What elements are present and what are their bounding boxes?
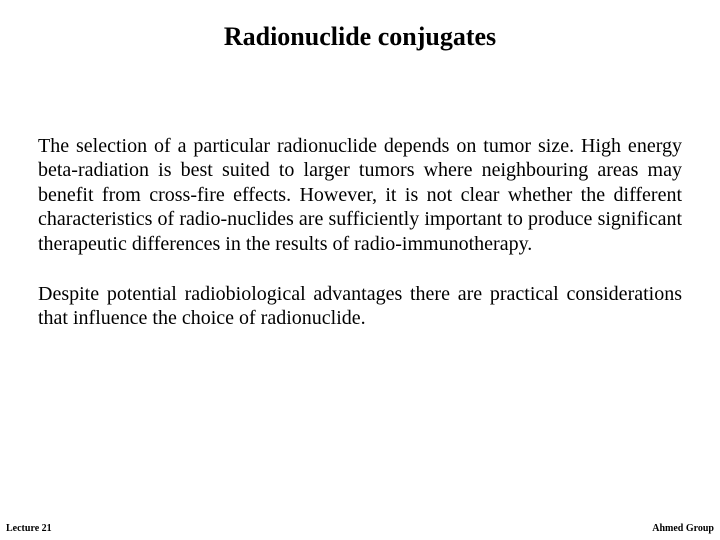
slide-title: Radionuclide conjugates (38, 22, 682, 52)
footer-right: Ahmed Group (652, 523, 714, 534)
slide: Radionuclide conjugates The selection of… (0, 0, 720, 540)
paragraph-2: Despite potential radiobiological advant… (38, 282, 682, 331)
paragraph-1: The selection of a particular radionucli… (38, 134, 682, 256)
footer-left: Lecture 21 (6, 523, 52, 534)
